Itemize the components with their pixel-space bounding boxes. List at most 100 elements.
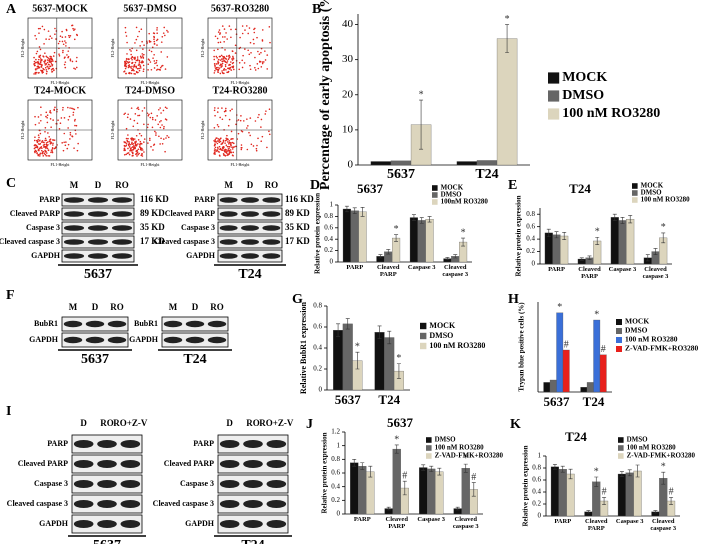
flow-dot (222, 153, 225, 155)
legend-swatch (426, 453, 432, 459)
blot-band (97, 440, 117, 448)
panel-letter: F (6, 288, 15, 303)
flow-dot (50, 151, 52, 154)
flow-dot (161, 124, 163, 126)
flow-dot (218, 138, 221, 141)
blot-band (111, 211, 133, 217)
panel-letter: H (508, 292, 519, 307)
blot-band (219, 500, 240, 508)
flow-dot (230, 144, 232, 147)
error-bar (560, 465, 565, 473)
flow-dot (51, 151, 54, 154)
flow-dot (62, 51, 64, 54)
flow-dot (221, 25, 224, 27)
row-label: Cleaved PARP (10, 209, 60, 218)
flow-dot (229, 149, 232, 151)
flow-dot (160, 41, 163, 43)
flow-dot (218, 33, 221, 35)
flow-dot (137, 64, 140, 66)
blot-band (97, 500, 117, 508)
blot-band (241, 253, 259, 259)
flow-dot (264, 113, 267, 115)
flow-dot (235, 145, 237, 148)
lane-label: RO (246, 418, 260, 428)
flow-dot (153, 67, 156, 69)
flow-dot (131, 65, 133, 68)
legend-swatch (548, 72, 560, 84)
flow-dot (249, 117, 252, 119)
row-label: Cleaved caspase 3 (154, 237, 215, 246)
flow-dot (161, 64, 164, 67)
flow-dot (221, 36, 224, 38)
flow-dot (143, 138, 146, 140)
bar (374, 332, 385, 391)
size-label: 89 KD (140, 208, 165, 218)
flow-dot (132, 143, 135, 145)
flow-dot (148, 32, 150, 35)
error-bar (360, 206, 365, 217)
flow-dot (215, 149, 217, 151)
flow-dot (243, 62, 246, 64)
flow-dot (138, 152, 140, 155)
y-tick-label: 0.2 (313, 365, 322, 373)
flow-dot (219, 55, 222, 58)
flow-dot (136, 56, 139, 58)
flow-dot (136, 152, 139, 154)
flow-dot (136, 59, 139, 62)
flow-dot (261, 40, 264, 42)
error-bar (429, 465, 434, 472)
blot-band (219, 197, 238, 203)
flow-dot (137, 106, 139, 109)
flow-dot (214, 64, 216, 67)
flow-dot (41, 151, 44, 154)
flow-dot (148, 113, 150, 116)
flow-dot (77, 142, 79, 145)
lane-label: M (224, 180, 233, 190)
flow-dot (63, 141, 65, 144)
flow-dot (42, 55, 45, 58)
flow-dot (214, 138, 217, 141)
flow-dot (219, 140, 222, 143)
flow-dot (161, 142, 164, 145)
flow-dot (135, 59, 138, 62)
flow-x-axis: FL1-Height (141, 162, 161, 167)
flow-dot (45, 143, 48, 146)
x-tick-label: Caspase 3 (407, 264, 436, 271)
bar (543, 382, 551, 393)
flow-dot (224, 142, 226, 144)
flow-dot (224, 60, 226, 63)
flow-dot (140, 143, 143, 145)
flow-dot (217, 138, 220, 140)
y-tick-label: 1.2 (331, 428, 340, 436)
legend-label: DMSO (562, 88, 604, 103)
flow-dot (134, 113, 137, 115)
flow-dot (125, 143, 128, 145)
flow-dot (58, 54, 61, 57)
flow-dot (155, 134, 157, 136)
flow-dot (139, 67, 142, 69)
flow-dot (213, 139, 215, 142)
flow-dot (255, 149, 258, 152)
flow-dot (72, 114, 74, 116)
flow-dot (45, 115, 47, 118)
flow-dot (136, 71, 139, 74)
flow-dot (50, 57, 53, 60)
blot-band (243, 480, 263, 488)
flow-dot (34, 73, 37, 75)
flow-dot (37, 154, 40, 157)
error-bar (344, 205, 349, 213)
legend-swatch (420, 322, 427, 330)
flow-dot (214, 67, 217, 70)
flow-dot (223, 110, 226, 113)
bar (342, 208, 351, 263)
chart-title: T24 (565, 429, 587, 444)
x-tick-label: PARP (353, 516, 371, 523)
flow-dot (37, 62, 40, 64)
flow-dot (74, 28, 76, 30)
flow-dot (49, 65, 52, 68)
panel-letter: A (6, 2, 17, 17)
lane-label: D (80, 418, 87, 428)
flow-dot (66, 147, 69, 150)
significance-label: * (594, 309, 599, 320)
flow-dot (254, 66, 256, 69)
